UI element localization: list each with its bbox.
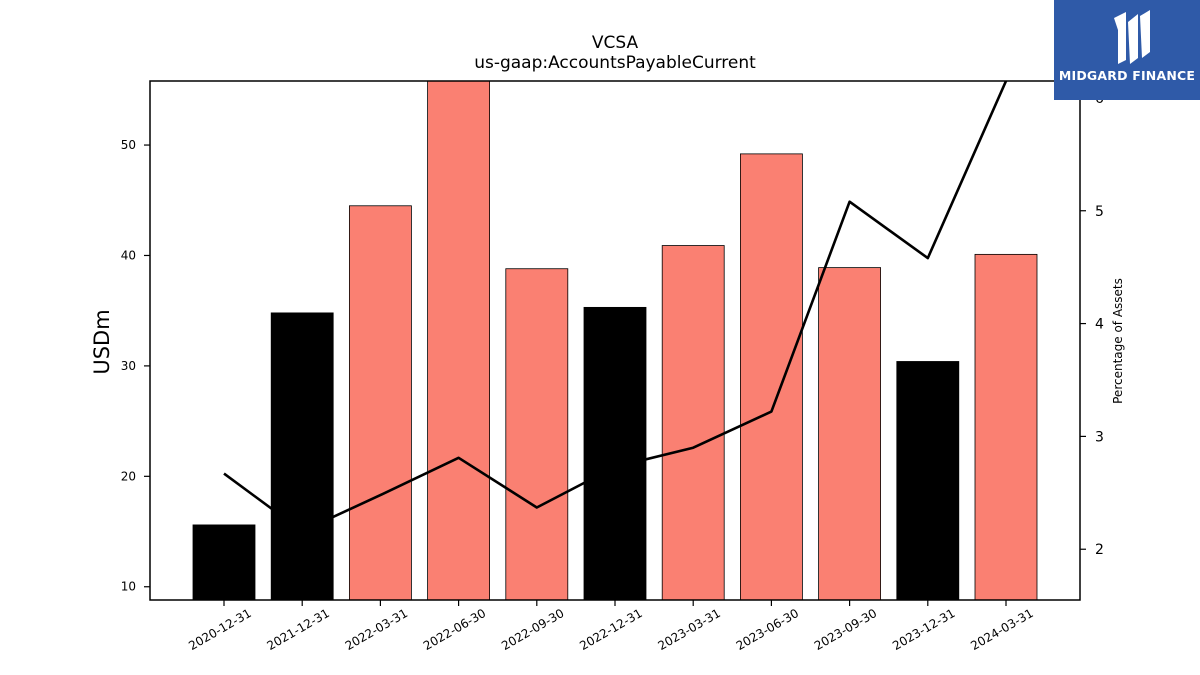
x-tick-label: 2024-03-31	[968, 606, 1035, 653]
percentage-line	[223, 80, 1008, 533]
bar-2022-06-30	[427, 80, 491, 601]
x-tick-label: 2023-12-31	[890, 606, 957, 653]
y-axis-label: USDm	[90, 309, 114, 374]
bar-2023-03-31	[661, 245, 725, 601]
y2-tick-label: 2	[1095, 542, 1104, 558]
midgard-logo-icon	[1114, 10, 1150, 64]
bar-2020-12-31	[192, 524, 256, 601]
y-tick-label: 10	[121, 580, 136, 594]
bar-2021-12-31	[270, 312, 334, 601]
x-tick-label: 2023-06-30	[734, 606, 801, 653]
bar-2022-09-30	[505, 268, 569, 601]
line-layer	[223, 80, 1008, 533]
logo-text: MIDGARD FINANCE	[1058, 68, 1196, 83]
y2-tick-label: 5	[1095, 204, 1104, 220]
y2-tick-label: 4	[1095, 317, 1104, 333]
y-tick-label: 20	[121, 469, 136, 483]
x-tick-label: 2023-03-31	[655, 606, 722, 653]
bar-2023-09-30	[818, 267, 881, 601]
chart-subtitle: us-gaap:AccountsPayableCurrent	[474, 53, 756, 73]
midgard-finance-logo: MIDGARD FINANCE	[1054, 0, 1200, 100]
bar-2023-06-30	[740, 153, 803, 601]
y-tick-label: 30	[121, 359, 136, 373]
y2-tick-label: 3	[1095, 429, 1104, 445]
x-tick-label: 2022-03-31	[343, 606, 410, 653]
bar-2022-03-31	[348, 205, 412, 601]
x-tick-label: 2022-06-30	[421, 606, 488, 653]
y-tick-label: 50	[121, 138, 136, 152]
bars-layer	[192, 80, 1038, 601]
x-tick-label: 2021-12-31	[264, 606, 331, 653]
y-tick-label: 40	[121, 248, 136, 262]
chart-title: VCSA	[592, 33, 639, 53]
x-tick-label: 2023-09-30	[812, 606, 879, 653]
plot-frame	[149, 80, 1081, 601]
bar-2023-12-31	[896, 361, 960, 601]
x-tick-label: 2022-12-31	[577, 606, 644, 653]
bar-2024-03-31	[974, 253, 1038, 601]
x-tick-label: 2022-09-30	[499, 606, 566, 653]
x-tick-label: 2020-12-31	[186, 606, 253, 653]
y2-axis-label: Percentage of Assets	[1111, 278, 1125, 404]
bar-2022-12-31	[583, 306, 647, 601]
